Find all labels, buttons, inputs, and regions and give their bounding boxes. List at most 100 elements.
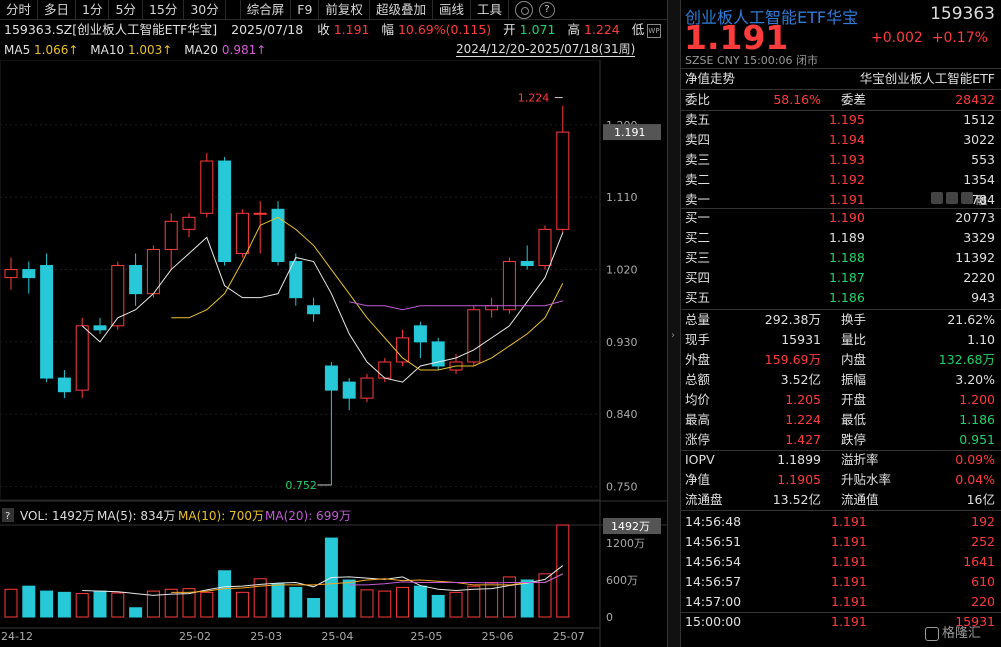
low-annotation: 0.752 — [285, 479, 317, 492]
ma5-label: MA5 — [4, 43, 31, 57]
tick-time: 14:56:54 — [685, 554, 742, 569]
volume-bar-down — [57, 591, 71, 618]
candle-down — [57, 377, 71, 393]
toolbar-button[interactable]: 前复权 — [319, 0, 370, 20]
stat-value: 1.224 — [785, 412, 821, 427]
period-tab[interactable]: 30分 — [184, 0, 226, 20]
ask-volume: 3022 — [963, 132, 995, 147]
help-icon[interactable]: ? — [538, 1, 555, 18]
volume-bar-up — [467, 585, 481, 618]
volume-bar-up — [538, 573, 552, 618]
candle-down — [22, 269, 36, 279]
period-tab[interactable]: 分时 — [0, 0, 39, 20]
x-tick-label: 25-07 — [553, 630, 585, 643]
vol-tick-label: 600万 — [606, 574, 638, 587]
settings-icon[interactable] — [514, 0, 533, 19]
period-tab[interactable]: 多日 — [38, 0, 77, 20]
volume-bar-up — [360, 589, 374, 618]
period-tab[interactable]: 1分 — [76, 0, 110, 20]
toolbar-button[interactable]: 工具 — [471, 0, 509, 20]
candle-up — [4, 269, 18, 279]
edit-icon[interactable] — [961, 192, 973, 204]
stat-value: 15931 — [781, 332, 821, 347]
high-value: 1.224 — [583, 22, 620, 37]
toolbar-button[interactable]: 超级叠加 — [370, 0, 433, 20]
stat-label: 最高 — [685, 412, 711, 427]
stat-label: 外盘 — [685, 352, 711, 367]
edit-icon[interactable] — [946, 192, 958, 204]
edit-icon[interactable] — [931, 192, 943, 204]
stat-label: 流通值 — [841, 492, 879, 507]
volume-bar-up — [200, 591, 214, 618]
bid-row: 买五 1.186 943 — [681, 288, 1001, 308]
toolbar-button[interactable]: 综合屏 — [239, 0, 292, 20]
stat-row: 流通盘 13.52亿 流通值 16亿 — [681, 490, 1001, 510]
candle-down — [307, 305, 321, 315]
stat-value: 3.20% — [955, 372, 995, 387]
ask-level-label: 卖二 — [685, 172, 711, 187]
ma20-line — [349, 300, 563, 311]
period-tab[interactable]: 5分 — [109, 0, 143, 20]
x-tick-label: 25-06 — [482, 630, 514, 643]
ma5-line — [81, 232, 564, 383]
ask-price: 1.192 — [829, 172, 865, 187]
ma20-label: MA20 — [184, 43, 219, 57]
candle-down — [342, 381, 356, 399]
wp-icon[interactable]: WP — [647, 24, 661, 38]
quote-info-line: 159363.SZ[创业板人工智能ETF华宝] 2025/07/18 收 1.1… — [4, 22, 644, 38]
volume-bar-down — [431, 594, 445, 618]
toolbar-button[interactable]: 画线 — [433, 0, 471, 20]
bid-level-label: 买一 — [685, 210, 711, 225]
tick-volume: 192 — [971, 514, 995, 529]
volume-bar-up — [449, 591, 463, 618]
ask-volume: 1354 — [963, 172, 995, 187]
stat-value: 21.62% — [947, 312, 995, 327]
candle-up — [164, 220, 178, 250]
logo-text: 格隆汇 — [942, 626, 982, 641]
stat-value: 1.10 — [967, 332, 995, 347]
tick-price: 1.191 — [831, 534, 867, 549]
stat-label: 涨停 — [685, 432, 711, 447]
volume-bar-up — [182, 588, 196, 618]
bid-level-label: 买三 — [685, 250, 711, 265]
volume-bar-down — [22, 585, 36, 618]
stat-label: 升贴水率 — [841, 472, 892, 487]
candle-up — [235, 212, 249, 254]
open-value: 1.071 — [519, 22, 556, 37]
stat-label: 总量 — [685, 312, 711, 327]
candle-down — [324, 365, 338, 391]
period-tab[interactable]: 15分 — [143, 0, 185, 20]
candle-up — [253, 212, 267, 215]
ask-level-label: 卖一 — [685, 192, 711, 207]
stat-value: 159.69万 — [764, 352, 821, 367]
candle-down — [413, 325, 427, 343]
open-label: 开 — [503, 22, 516, 37]
tick-volume: 1641 — [963, 554, 995, 569]
candle-up — [146, 248, 160, 295]
kline-chart[interactable]: 0.7500.8400.9301.0201.1101.2001.1911.224… — [0, 60, 667, 647]
bid-row: 买一 1.190 20773 — [681, 208, 1001, 228]
price-tick-label: 1.110 — [606, 191, 638, 204]
help-icon — [2, 508, 14, 522]
change-amount: +0.002 — [871, 30, 923, 46]
stat-label: 最低 — [841, 412, 867, 427]
low-label: 低 — [631, 22, 645, 37]
volume-bar-up — [4, 588, 18, 618]
stat-value: 13.52亿 — [772, 492, 821, 507]
candle-down — [289, 261, 303, 299]
bid-row: 买二 1.189 3329 — [681, 228, 1001, 248]
panel-collapse-handle[interactable]: › — [667, 0, 681, 647]
date-range[interactable]: 2024/12/20-2025/07/18(31周) — [456, 42, 636, 57]
x-tick-label: 25-02 — [179, 630, 211, 643]
toolbar-button[interactable]: F9 — [291, 0, 320, 20]
vol-ma20-line — [349, 573, 564, 586]
candle-up — [467, 309, 481, 363]
volume-bar-up — [75, 593, 89, 618]
tick-volume: 252 — [971, 534, 995, 549]
stat-value: 1.427 — [785, 432, 821, 447]
tick-volume: 220 — [971, 594, 995, 609]
stat-value: 132.68万 — [938, 352, 995, 367]
ma10-line — [171, 216, 564, 371]
divider — [681, 208, 1001, 209]
tick-time: 14:56:57 — [685, 574, 742, 589]
